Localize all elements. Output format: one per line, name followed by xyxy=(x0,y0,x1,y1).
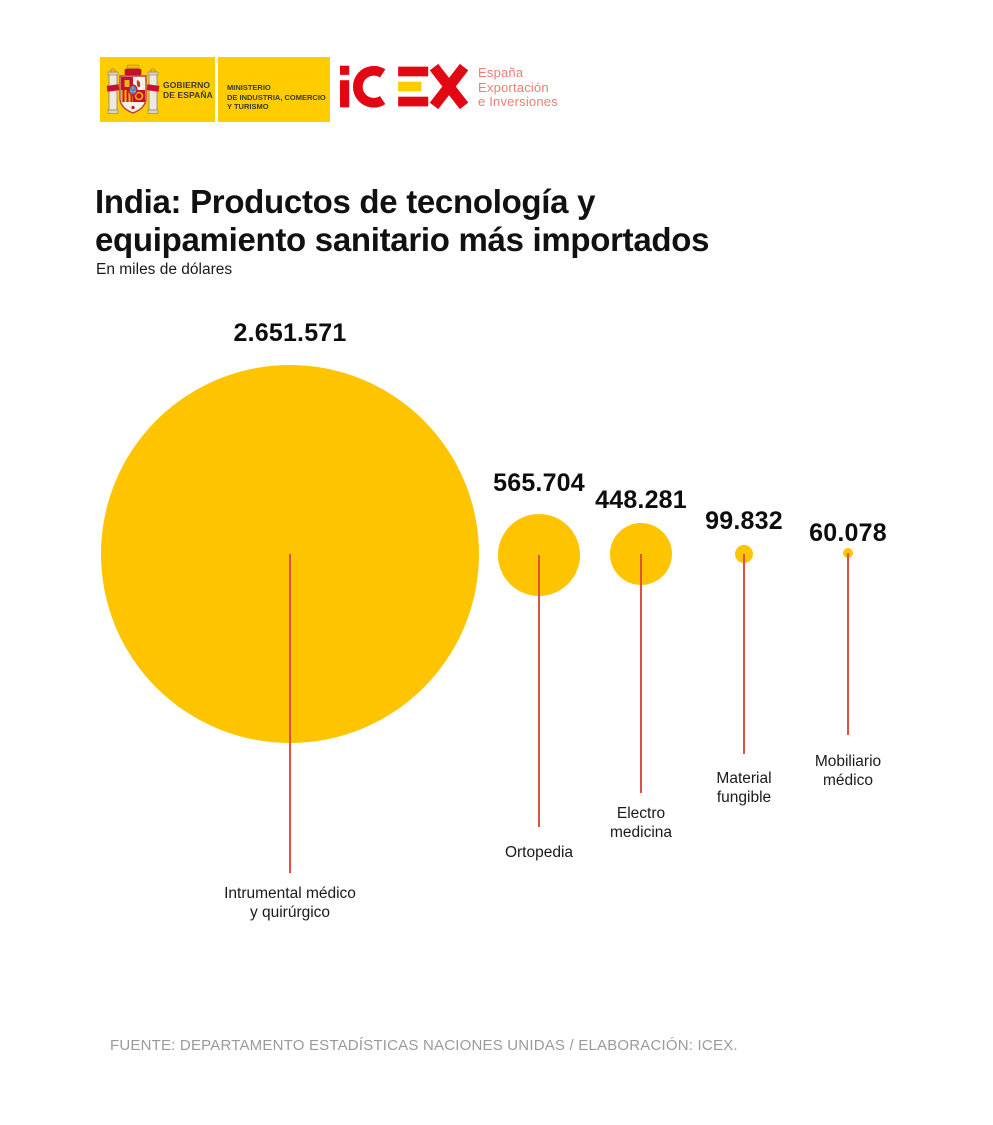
ministry-logo-block xyxy=(218,57,330,122)
leader-line xyxy=(640,554,642,793)
leader-line xyxy=(289,554,291,873)
category-label: Electro medicina xyxy=(609,805,673,841)
icex-tagline: España Exportación e Inversiones xyxy=(478,65,558,109)
page-subtitle: En miles de dólares xyxy=(96,261,233,278)
value-label: 99.832 xyxy=(705,507,783,535)
value-label: 565.704 xyxy=(493,469,585,497)
leader-line xyxy=(847,553,849,735)
value-label: 60.078 xyxy=(809,519,887,547)
ministry-name: MINISTERIO DE INDUSTRIA, COMERCIO Y TURI… xyxy=(227,83,326,111)
category-label: Intrumental médico y quirúrgico xyxy=(224,885,356,921)
category-label: Ortopedia xyxy=(504,844,574,861)
source-note: FUENTE: DEPARTAMENTO ESTADÍSTICAS NACION… xyxy=(110,1037,738,1054)
leader-line xyxy=(538,555,540,827)
government-name: GOBIERNO DE ESPAÑA xyxy=(163,80,213,100)
category-label: Material fungible xyxy=(716,770,772,806)
value-label: 448.281 xyxy=(595,486,687,514)
icex-logo xyxy=(340,63,469,110)
category-label: Mobiliario médico xyxy=(814,753,882,789)
page-title: India: Productos de tecnología y equipam… xyxy=(95,183,710,258)
spain-coat-of-arms-icon xyxy=(106,64,160,114)
value-label: 2.651.571 xyxy=(233,319,347,347)
leader-line xyxy=(743,554,745,754)
